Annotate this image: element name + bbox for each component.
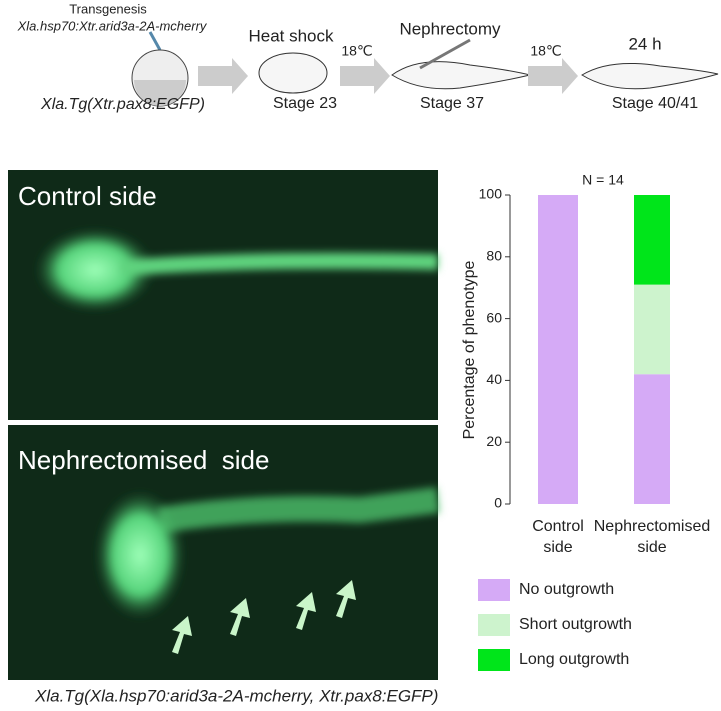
y-tick-label: 0 — [494, 495, 502, 511]
y-axis-label: Percentage of phenotype — [461, 261, 478, 440]
legend-swatch — [478, 614, 510, 636]
x-tick-label: Control side — [532, 518, 584, 556]
bar-segment — [634, 374, 670, 504]
needle — [148, 31, 162, 51]
bar-segment — [634, 195, 670, 285]
label: 24 h — [628, 34, 661, 53]
y-tick-label: 100 — [479, 186, 503, 202]
schematic: Transgenesis Xla.hsp70:Xtr.arid3a-2A-mch… — [17, 1, 719, 113]
panel-label: Nephrectomised side — [18, 445, 269, 475]
legend-label: Long outgrowth — [519, 651, 629, 668]
micrographs: Control side Nephrectomised side — [8, 170, 440, 680]
legend-swatch — [478, 579, 510, 601]
y-tick-label: 40 — [486, 371, 502, 387]
y-tick-label: 20 — [486, 433, 502, 449]
egg-shade — [134, 80, 186, 106]
label: Xla.Tg(Xtr.pax8:EGFP) — [40, 96, 205, 113]
label: Heat shock — [248, 26, 334, 45]
label: 18℃ — [341, 43, 372, 59]
panel-label: Control side — [18, 181, 157, 211]
label: Transgenesis — [69, 1, 147, 16]
arrow — [198, 58, 248, 94]
x-tick-label: Nephrectomised side — [593, 518, 711, 556]
label: 18℃ — [530, 43, 561, 59]
arrows — [172, 580, 356, 654]
label: Stage 40/41 — [612, 95, 698, 112]
tadpole — [581, 62, 719, 90]
label: Stage 23 — [273, 95, 337, 112]
y-tick-label: 80 — [486, 248, 502, 264]
chart-title: N = 14 — [582, 172, 624, 188]
label: Stage 37 — [420, 95, 484, 112]
label: Nephrectomy — [399, 19, 501, 38]
legend-swatch — [478, 649, 510, 671]
tadpole — [391, 61, 531, 90]
arrow — [340, 58, 390, 94]
legend-label: Short outgrowth — [519, 616, 632, 633]
caption: Xla.Tg(Xla.hsp70:arid3a-2A-mcherry, Xtr.… — [34, 686, 438, 705]
embryo — [258, 52, 328, 94]
y-tick-label: 60 — [486, 309, 502, 325]
micrograph — [8, 425, 438, 680]
chart: N = 14 Percentage of phenotype 0 20 40 60 80… — [461, 172, 670, 671]
arrow — [528, 58, 578, 94]
bar-segment — [538, 195, 578, 504]
label: Xla.hsp70:Xtr.arid3a-2A-mcherry — [17, 18, 208, 33]
legend-label: No outgrowth — [519, 581, 614, 598]
forceps — [419, 38, 471, 70]
bar-segment — [634, 284, 670, 375]
